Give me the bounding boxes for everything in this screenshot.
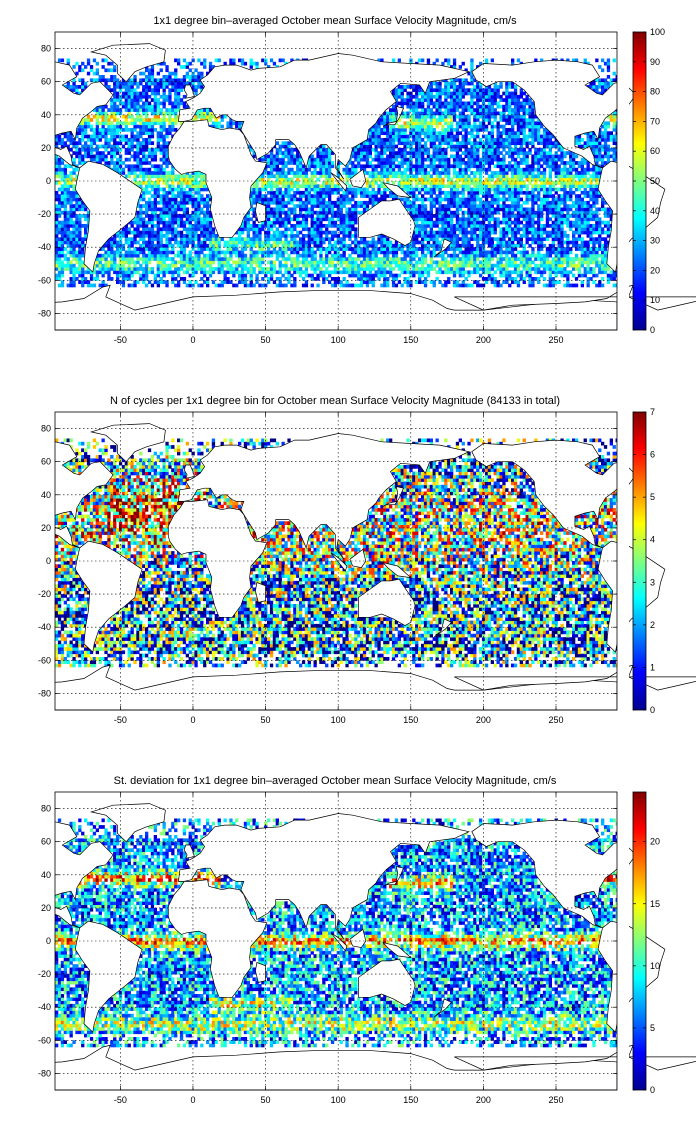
gridlines [55,32,617,330]
colorbar-tick-label: 1 [650,662,655,672]
colorbar-tick-label: 20 [650,837,660,847]
y-tick-label: 40 [41,870,51,880]
colorbar-tick-label: 5 [650,492,655,502]
coastlines [0,43,696,331]
colorbar-tick-label: 15 [650,899,660,909]
data-cells [55,438,619,668]
x-tick-label: 0 [190,335,195,345]
x-tick-label: 0 [190,1095,195,1105]
x-tick-label: 200 [476,335,491,345]
y-tick-label: 60 [41,457,51,467]
y-tick-label: -60 [38,275,51,285]
colorbar-tick-label: 2 [650,620,655,630]
colorbar: 0 10 20 30 40 50 60 70 80 90 100 [632,27,665,335]
x-tick-label: 250 [548,335,563,345]
colorbar: 0 1 2 3 4 5 6 7 [632,407,655,715]
colorbar-gradient [633,412,646,710]
colorbar-tick-label: 3 [650,577,655,587]
x-tick-label: 0 [190,715,195,725]
x-tick-label: 200 [476,1095,491,1105]
colorbar-tick-label: 0 [650,325,655,335]
x-tick-label: 100 [331,715,346,725]
y-tick-label: -40 [38,242,51,252]
y-tick-label: 80 [41,44,51,54]
y-tick-label: -40 [38,622,51,632]
y-tick-label: -40 [38,1002,51,1012]
x-tick-label: 150 [403,1095,418,1105]
colorbar-tick-label: 80 [650,87,660,97]
colorbar-gradient [633,792,646,1090]
colorbar-tick-label: 40 [650,206,660,216]
colorbar-tick-label: 100 [650,27,665,37]
y-tick-label: -60 [38,1035,51,1045]
gridlines [55,792,617,1090]
x-tick-label: 250 [548,715,563,725]
y-tick-label: 0 [46,556,51,566]
x-tick-label: 100 [331,335,346,345]
colorbar-tick-label: 70 [650,116,660,126]
colorbar-tick-label: 10 [650,961,660,971]
x-tick-label: 50 [261,1095,271,1105]
colorbar-tick-label: 60 [650,146,660,156]
data-cells [55,58,619,288]
x-tick-label: 50 [261,335,271,345]
colorbar-tick-label: 50 [650,176,660,186]
x-tick-label: 100 [331,1095,346,1105]
y-tick-label: -80 [38,688,51,698]
colorbar-tick-label: 6 [650,450,655,460]
colorbar: 0 5 10 15 20 [632,791,660,1095]
y-tick-label: -80 [38,308,51,318]
x-tick-label: 150 [403,335,418,345]
y-tick-label: 40 [41,110,51,120]
y-tick-label: 60 [41,837,51,847]
panel-cycle-count: N of cycles per 1x1 degree bin for Octob… [0,395,696,725]
x-tick-label: 200 [476,715,491,725]
panel-title: St. deviation for 1x1 degree bin–average… [114,775,557,787]
data-cells [55,818,619,1048]
y-tick-label: 80 [41,424,51,434]
panel-std-deviation: St. deviation for 1x1 degree bin–average… [0,775,696,1105]
y-tick-label: -60 [38,655,51,665]
y-tick-label: 40 [41,490,51,500]
colorbar-tick-label: 0 [650,705,655,715]
x-tick-label: -50 [114,335,127,345]
y-tick-label: -80 [38,1068,51,1078]
panel-title: 1x1 degree bin–averaged October mean Sur… [153,15,517,27]
colorbar-tick-label: 90 [650,57,660,67]
y-tick-label: 20 [41,143,51,153]
x-tick-label: 250 [548,1095,563,1105]
colorbar-tick-label: 0 [650,1085,655,1095]
colorbar-tick-label: 30 [650,236,660,246]
y-tick-label: -20 [38,589,51,599]
y-tick-label: 80 [41,804,51,814]
y-tick-label: -20 [38,209,51,219]
colorbar-gradient [633,32,646,330]
colorbar-tick-label: 5 [650,1023,655,1033]
colorbar-tick-label: 4 [650,535,655,545]
panel-title: N of cycles per 1x1 degree bin for Octob… [110,395,560,407]
y-tick-label: -20 [38,969,51,979]
colorbar-tick-label: 7 [650,407,655,417]
colorbar-tick-label: 10 [650,295,660,305]
x-tick-label: -50 [114,1095,127,1105]
y-tick-label: 0 [46,936,51,946]
y-tick-label: 0 [46,176,51,186]
y-tick-label: 60 [41,77,51,87]
x-tick-label: 50 [261,715,271,725]
x-tick-label: -50 [114,715,127,725]
panel-mean-velocity: 1x1 degree bin–averaged October mean Sur… [0,15,696,345]
x-tick-label: 150 [403,715,418,725]
y-tick-label: 20 [41,523,51,533]
gridlines [55,412,617,710]
y-tick-label: 20 [41,903,51,913]
colorbar-tick-label: 20 [650,265,660,275]
